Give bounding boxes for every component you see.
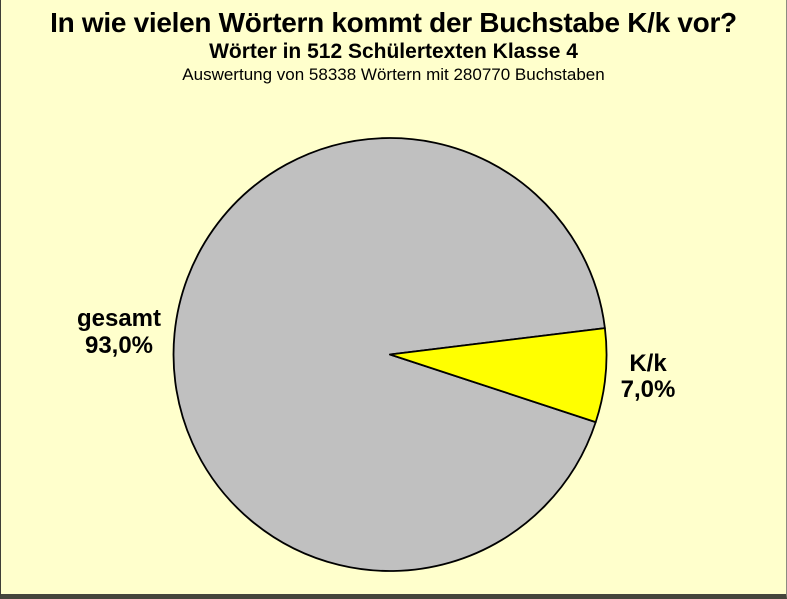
slice-label-kk: K/k 7,0% (568, 351, 728, 403)
slice-label-kk-name: K/k (629, 350, 667, 377)
chart-subtitle: Wörter in 512 Schülertexten Klasse 4 (209, 40, 578, 63)
pie-slices (172, 137, 608, 572)
chart-note: Auswertung von 58338 Wörtern mit 280770 … (182, 65, 605, 84)
chart-title: In wie vielen Wörtern kommt der Buchstab… (50, 7, 737, 38)
slice-label-gesamt: gesamt 93,0% (39, 305, 199, 359)
pie-slice-k-k (389, 327, 608, 423)
slice-label-gesamt-name: gesamt (76, 305, 162, 332)
slice-label-kk-percent: 7,0% (620, 376, 676, 403)
slice-label-gesamt-percent: 93,0% (84, 332, 154, 359)
